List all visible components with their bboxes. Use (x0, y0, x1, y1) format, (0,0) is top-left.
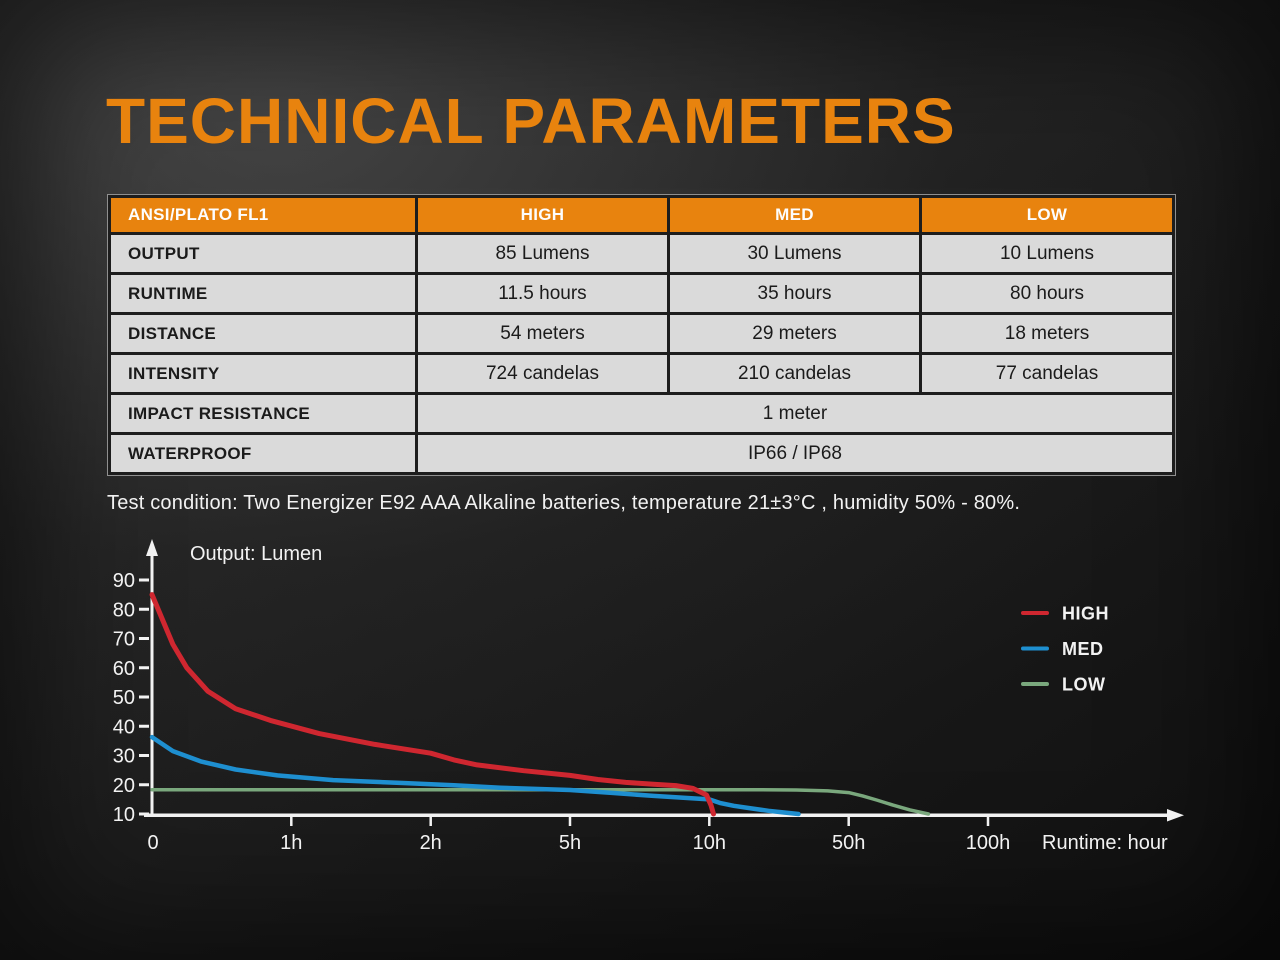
x-tick-label: 0 (147, 832, 158, 854)
y-tick-label: 80 (113, 599, 135, 621)
legend-swatch-low (1021, 682, 1049, 686)
y-tick-mark (139, 666, 149, 670)
cell-value: 77 candelas (919, 352, 1175, 395)
cell-value: 80 hours (919, 272, 1175, 315)
y-axis (146, 539, 158, 817)
series-high-line (149, 592, 716, 817)
cell-value: 18 meters (919, 312, 1175, 355)
cell-value: 35 hours (667, 272, 922, 315)
cell-value: 54 meters (415, 312, 670, 355)
y-tick-label: 90 (113, 570, 135, 592)
y-tick-label: 30 (113, 746, 135, 768)
chart-series (149, 592, 931, 817)
table-row-runtime: RUNTIME 11.5 hours 35 hours 80 hours (108, 272, 1175, 315)
cell-value: 11.5 hours (415, 272, 670, 315)
runtime-chart: 10 20 30 40 50 60 70 80 90 0 1h 2h 5h 10h 50h 100h HIG… (113, 539, 1184, 854)
chart-x-axis-title: Runtime: hour (1042, 832, 1168, 854)
header-cell-high: HIGH (415, 195, 670, 235)
y-tick-mark (139, 724, 149, 728)
row-label: OUTPUT (108, 232, 418, 275)
x-axis (144, 809, 1184, 822)
row-label: INTENSITY (108, 352, 418, 395)
page-title: TECHNICAL PARAMETERS (106, 85, 956, 157)
row-label: DISTANCE (108, 312, 418, 355)
test-condition-note: Test condition: Two Energizer E92 AAA Al… (107, 492, 1021, 514)
row-label: IMPACT RESISTANCE (108, 392, 418, 435)
x-tick-mark (986, 817, 990, 826)
y-tick-mark (139, 812, 149, 816)
y-tick-mark (139, 695, 149, 699)
y-tick-label: 50 (113, 687, 135, 709)
legend-label-med: MED (1062, 639, 1104, 659)
cell-value: 10 Lumens (919, 232, 1175, 275)
x-tick-label: 50h (832, 832, 865, 854)
cell-value: 29 meters (667, 312, 922, 355)
x-tick-label: 100h (966, 832, 1011, 854)
x-tick-mark (708, 817, 711, 826)
y-tick-mark (139, 754, 149, 757)
chart-legend: HIGH MED LOW (1021, 604, 1109, 695)
table-header-row: ANSI/PLATO FL1 HIGH MED LOW (108, 195, 1175, 235)
legend-label-high: HIGH (1062, 604, 1109, 624)
x-tick-mark (290, 817, 293, 826)
table-row-output: OUTPUT 85 Lumens 30 Lumens 10 Lumens (108, 232, 1175, 275)
y-axis-ticks: 10 20 30 40 50 60 70 80 90 (113, 570, 149, 826)
legend-swatch-high (1021, 611, 1049, 615)
row-label: WATERPROOF (108, 432, 418, 475)
table-row-distance: DISTANCE 54 meters 29 meters 18 meters (108, 312, 1175, 355)
table-row-waterproof: WATERPROOF IP66 / IP68 (108, 432, 1175, 475)
cell-value: 210 candelas (667, 352, 922, 395)
table-row-impact-resistance: IMPACT RESISTANCE 1 meter (108, 392, 1175, 435)
cell-value: 85 Lumens (415, 232, 670, 275)
header-cell-low: LOW (919, 195, 1175, 235)
header-cell-standard: ANSI/PLATO FL1 (108, 195, 418, 235)
y-tick-label: 20 (113, 775, 135, 797)
y-tick-label: 10 (113, 804, 135, 826)
row-label: RUNTIME (108, 272, 418, 315)
x-tick-label: 10h (693, 832, 726, 854)
x-axis-arrow-icon (1167, 809, 1184, 822)
x-tick-label: 5h (559, 832, 581, 854)
x-axis-ticks: 0 1h 2h 5h 10h 50h 100h (147, 817, 1010, 854)
y-tick-mark (139, 578, 149, 582)
y-tick-label: 70 (113, 629, 135, 651)
x-tick-mark (847, 817, 850, 826)
y-tick-mark (139, 637, 149, 640)
y-tick-label: 60 (113, 658, 135, 680)
x-tick-mark (429, 817, 432, 826)
series-med-line (149, 734, 801, 817)
y-axis-arrow-icon (146, 539, 158, 556)
y-tick-label: 40 (113, 716, 135, 738)
table-row-intensity: INTENSITY 724 candelas 210 candelas 77 c… (108, 352, 1175, 395)
legend-label-low: LOW (1062, 675, 1106, 695)
header-cell-med: MED (667, 195, 922, 235)
x-tick-label: 2h (420, 832, 442, 854)
chart-y-axis-title: Output: Lumen (190, 543, 322, 565)
cell-value-spanning: 1 meter (415, 392, 1175, 435)
parameters-table: ANSI/PLATO FL1 HIGH MED LOW OUTPUT 85 Lu… (108, 195, 1175, 475)
x-tick-mark (568, 817, 572, 826)
y-tick-mark (139, 783, 149, 787)
series-low-line (150, 787, 931, 816)
cell-value: 724 candelas (415, 352, 670, 395)
cell-value-spanning: IP66 / IP68 (415, 432, 1175, 475)
y-tick-mark (139, 607, 149, 611)
cell-value: 30 Lumens (667, 232, 922, 275)
x-tick-label: 1h (280, 832, 302, 854)
legend-swatch-med (1021, 646, 1049, 651)
